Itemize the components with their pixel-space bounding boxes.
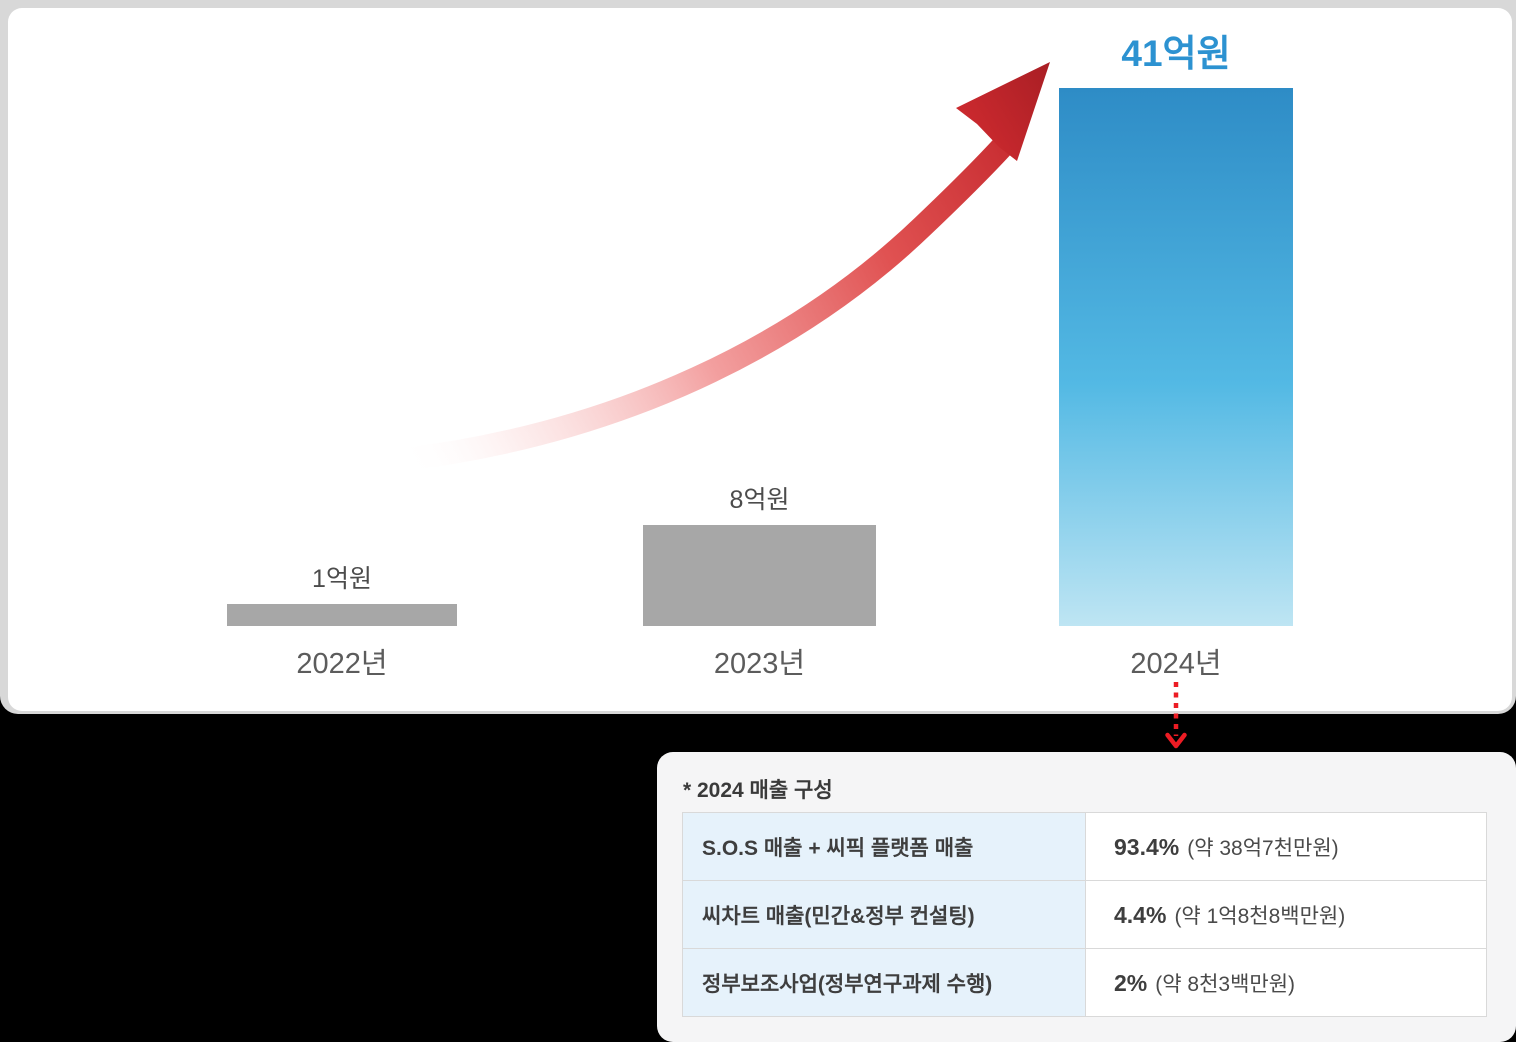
bar-value-label-2022: 1억원 (312, 565, 372, 593)
row-value-gov-subsidy: 2% (약 8천3백만원) (1085, 948, 1487, 1017)
amount-detail: (약 1억8천8백만원) (1174, 904, 1346, 928)
axis-label-2023: 2023년 (713, 648, 806, 680)
row-label-cchart: 씨차트 매출(민간&정부 컨설팅) (682, 880, 1086, 949)
bar-2022 (227, 604, 457, 626)
table-row: S.O.S 매출 + 씨픽 플랫폼 매출 93.4% (약 38억7천만원) (682, 812, 1487, 881)
bar-2023 (643, 525, 876, 626)
bar-value-label-2023: 8억원 (729, 486, 790, 514)
table-row: 씨차트 매출(민간&정부 컨설팅) 4.4% (약 1억8천8백만원) (682, 880, 1487, 949)
revenue-composition-title: * 2024 매출 구성 (683, 779, 833, 802)
amount-detail: (약 38억7천만원) (1187, 836, 1339, 860)
amount-detail: (약 8천3백만원) (1155, 972, 1296, 996)
axis-label-2022: 2022년 (296, 648, 388, 680)
percent-value: 2% (1114, 969, 1148, 996)
row-value-sos-cpick: 93.4% (약 38억7천만원) (1085, 812, 1487, 881)
bar-2024-highlight (1059, 88, 1293, 626)
table-row: 정부보조사업(정부연구과제 수행) 2% (약 8천3백만원) (682, 948, 1487, 1017)
row-label-gov-subsidy: 정부보조사업(정부연구과제 수행) (682, 948, 1086, 1017)
revenue-composition-card: * 2024 매출 구성 S.O.S 매출 + 씨픽 플랫폼 매출 93.4% (… (657, 752, 1516, 1042)
bar-value-label-2024-highlight: 41억원 (1121, 33, 1231, 74)
dashed-down-arrow-icon (1165, 682, 1187, 749)
row-label-sos-cpick: S.O.S 매출 + 씨픽 플랫폼 매출 (682, 812, 1086, 881)
growth-arrow-icon (388, 62, 1050, 472)
axis-label-2024: 2024년 (1130, 648, 1222, 680)
revenue-composition-table: S.O.S 매출 + 씨픽 플랫폼 매출 93.4% (약 38억7천만원) 씨차… (682, 812, 1487, 1017)
percent-value: 4.4% (1114, 901, 1167, 928)
revenue-growth-chart-card: 1억원 8억원 41억원 2022년 2023년 2024년 (8, 8, 1512, 711)
percent-value: 93.4% (1114, 833, 1180, 860)
row-value-cchart: 4.4% (약 1억8천8백만원) (1085, 880, 1487, 949)
